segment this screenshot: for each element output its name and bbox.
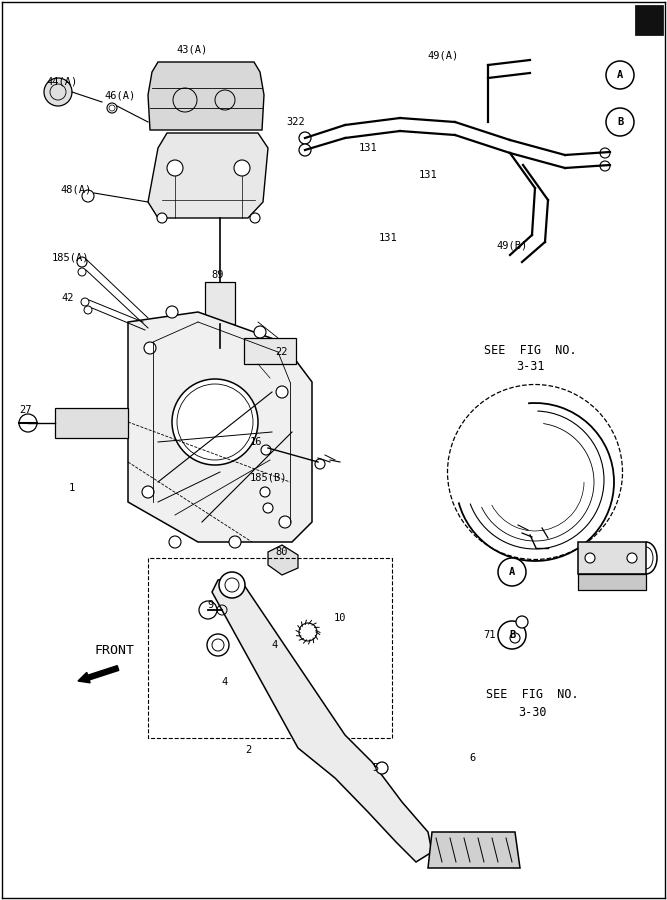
Circle shape bbox=[299, 132, 311, 144]
Text: 46(A): 46(A) bbox=[104, 90, 135, 100]
Text: 185(A): 185(A) bbox=[51, 253, 89, 263]
Circle shape bbox=[600, 161, 610, 171]
Circle shape bbox=[219, 572, 245, 598]
Circle shape bbox=[169, 536, 181, 548]
Text: 3-30: 3-30 bbox=[518, 706, 546, 718]
Circle shape bbox=[606, 108, 634, 136]
Text: 49(A): 49(A) bbox=[428, 50, 459, 60]
Circle shape bbox=[279, 516, 291, 528]
Circle shape bbox=[19, 414, 37, 432]
Circle shape bbox=[166, 306, 178, 318]
Polygon shape bbox=[55, 408, 128, 438]
Circle shape bbox=[516, 616, 528, 628]
Text: 71: 71 bbox=[484, 630, 496, 640]
Text: 2: 2 bbox=[245, 745, 251, 755]
Polygon shape bbox=[212, 578, 432, 862]
Text: 27: 27 bbox=[20, 405, 32, 415]
Circle shape bbox=[229, 536, 241, 548]
Text: 10: 10 bbox=[334, 613, 346, 623]
Text: 43(A): 43(A) bbox=[176, 45, 207, 55]
Circle shape bbox=[44, 78, 72, 106]
Circle shape bbox=[260, 487, 270, 497]
Circle shape bbox=[315, 459, 325, 469]
Circle shape bbox=[263, 503, 273, 513]
Text: SEE  FIG  NO.: SEE FIG NO. bbox=[486, 688, 578, 701]
Circle shape bbox=[157, 213, 167, 223]
Text: 131: 131 bbox=[419, 170, 438, 180]
Text: 4: 4 bbox=[222, 677, 228, 687]
Circle shape bbox=[261, 445, 271, 455]
Text: 48(A): 48(A) bbox=[61, 185, 91, 195]
Circle shape bbox=[600, 148, 610, 158]
Bar bbox=[578, 574, 646, 590]
Text: 322: 322 bbox=[287, 117, 305, 127]
Circle shape bbox=[81, 298, 89, 306]
Bar bbox=[578, 542, 646, 574]
Circle shape bbox=[606, 61, 634, 89]
Circle shape bbox=[78, 268, 86, 276]
Circle shape bbox=[498, 621, 526, 649]
Text: 131: 131 bbox=[359, 143, 378, 153]
Text: 89: 89 bbox=[211, 270, 224, 280]
Text: 9: 9 bbox=[207, 600, 213, 610]
Circle shape bbox=[498, 558, 526, 586]
Text: 6: 6 bbox=[469, 753, 475, 763]
Circle shape bbox=[510, 633, 520, 643]
Text: 44(A): 44(A) bbox=[47, 77, 77, 87]
Circle shape bbox=[82, 190, 94, 202]
Polygon shape bbox=[148, 62, 264, 130]
Text: B: B bbox=[617, 117, 623, 127]
Circle shape bbox=[585, 553, 595, 563]
Text: 3-31: 3-31 bbox=[516, 359, 544, 373]
Text: 1: 1 bbox=[69, 483, 75, 493]
Text: 49(B): 49(B) bbox=[496, 240, 528, 250]
Text: SEE  FIG  NO.: SEE FIG NO. bbox=[484, 344, 576, 356]
Circle shape bbox=[84, 306, 92, 314]
Polygon shape bbox=[148, 133, 268, 218]
Text: 4: 4 bbox=[272, 640, 278, 650]
Circle shape bbox=[172, 379, 258, 465]
Text: A: A bbox=[509, 567, 515, 577]
Text: 22: 22 bbox=[275, 347, 288, 357]
Circle shape bbox=[144, 342, 156, 354]
Circle shape bbox=[77, 257, 87, 267]
Circle shape bbox=[276, 386, 288, 398]
Text: A: A bbox=[617, 70, 623, 80]
Text: 80: 80 bbox=[275, 547, 288, 557]
Bar bbox=[635, 5, 663, 35]
Text: 16: 16 bbox=[249, 437, 262, 447]
Polygon shape bbox=[128, 312, 312, 542]
Text: FRONT: FRONT bbox=[95, 644, 135, 656]
Circle shape bbox=[299, 144, 311, 156]
Text: 185(B): 185(B) bbox=[249, 473, 287, 483]
Circle shape bbox=[167, 160, 183, 176]
Circle shape bbox=[207, 634, 229, 656]
Circle shape bbox=[234, 160, 250, 176]
Text: 131: 131 bbox=[379, 233, 398, 243]
Circle shape bbox=[250, 213, 260, 223]
Circle shape bbox=[142, 486, 154, 498]
Text: 5: 5 bbox=[372, 763, 378, 773]
Text: B: B bbox=[509, 630, 515, 640]
Polygon shape bbox=[268, 545, 298, 575]
Circle shape bbox=[376, 762, 388, 774]
Circle shape bbox=[199, 601, 217, 619]
FancyArrow shape bbox=[78, 666, 119, 683]
Circle shape bbox=[627, 553, 637, 563]
Bar bbox=[205, 282, 235, 324]
Bar bbox=[244, 338, 296, 364]
Circle shape bbox=[107, 103, 117, 113]
Text: 42: 42 bbox=[62, 293, 74, 303]
Polygon shape bbox=[428, 832, 520, 868]
Circle shape bbox=[254, 326, 266, 338]
